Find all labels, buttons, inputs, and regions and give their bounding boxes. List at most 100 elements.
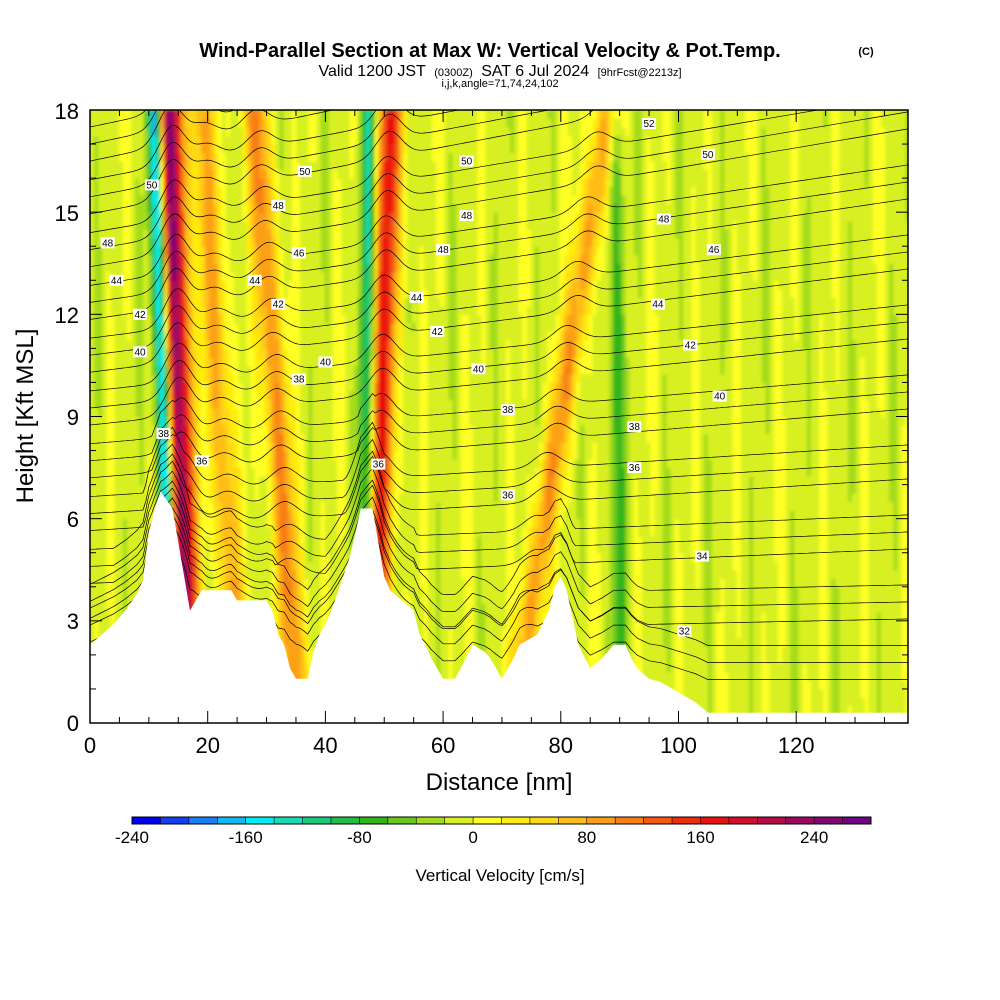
velocity-cell: [98, 527, 103, 537]
velocity-cell: [127, 425, 132, 435]
velocity-cell: [320, 518, 326, 528]
velocity-cell: [246, 229, 252, 239]
velocity-cell: [143, 425, 149, 435]
velocity-cell: [230, 280, 235, 290]
velocity-cell: [353, 246, 359, 256]
velocity-cell: [168, 161, 173, 171]
velocity-cell: [341, 246, 346, 256]
velocity-cell: [258, 254, 264, 264]
velocity-cell: [131, 501, 136, 511]
velocity-cell: [295, 484, 301, 494]
velocity-cell: [366, 186, 371, 196]
velocity-cell: [201, 416, 206, 426]
velocity-cell: [258, 127, 264, 137]
velocity-cell: [201, 527, 206, 537]
velocity-cell: [131, 467, 136, 477]
velocity-cell: [135, 237, 141, 247]
velocity-cell: [230, 161, 235, 171]
velocity-cell: [217, 186, 223, 196]
velocity-cell: [279, 195, 285, 205]
velocity-cell: [312, 586, 318, 596]
velocity-cell: [217, 280, 223, 290]
velocity-cell: [295, 254, 301, 264]
velocity-cell: [98, 365, 103, 375]
velocity-cell: [353, 280, 359, 290]
velocity-cell: [94, 263, 99, 273]
velocity-cell: [316, 365, 322, 375]
velocity-cell: [209, 501, 215, 511]
velocity-cell: [271, 476, 276, 486]
velocity-cell: [209, 348, 215, 358]
velocity-cell: [341, 203, 346, 213]
velocity-cell: [110, 510, 116, 520]
velocity-cell: [205, 237, 211, 247]
velocity-cell: [110, 535, 116, 545]
velocity-cell: [151, 186, 157, 196]
velocity-cell: [205, 144, 211, 154]
velocity-cell: [316, 110, 322, 120]
velocity-cell: [139, 339, 145, 349]
velocity-cell: [139, 229, 145, 239]
velocity-cell: [98, 356, 103, 367]
velocity-cell: [106, 450, 112, 460]
velocity-cell: [258, 501, 264, 511]
velocity-cell: [192, 501, 198, 511]
velocity-cell: [143, 442, 149, 452]
velocity-cell: [275, 348, 281, 358]
velocity-cell: [271, 212, 276, 222]
velocity-cell: [370, 254, 375, 264]
velocity-cell: [184, 339, 190, 349]
velocity-cell: [94, 535, 99, 545]
velocity-cell: [209, 322, 215, 332]
velocity-cell: [213, 535, 219, 545]
velocity-cell: [213, 203, 219, 213]
velocity-cell: [135, 288, 141, 298]
velocity-cell: [139, 220, 145, 230]
velocity-cell: [328, 425, 334, 435]
velocity-cell: [180, 544, 186, 554]
velocity-cell: [139, 416, 145, 426]
velocity-cell: [250, 246, 256, 256]
velocity-cell: [316, 442, 322, 452]
velocity-cell: [267, 118, 272, 128]
velocity-cell: [291, 561, 297, 571]
velocity-cell: [333, 356, 338, 367]
velocity-cell: [287, 229, 293, 239]
velocity-cell: [312, 476, 318, 486]
velocity-cell: [263, 237, 268, 247]
velocity-cell: [279, 629, 285, 639]
velocity-cell: [192, 484, 198, 494]
velocity-cell: [225, 433, 231, 443]
velocity-cell: [155, 476, 161, 486]
velocity-cell: [205, 297, 211, 307]
velocity-cell: [102, 280, 108, 290]
velocity-cell: [234, 356, 239, 367]
velocity-cell: [230, 118, 235, 128]
velocity-cell: [320, 195, 326, 205]
velocity-cell: [316, 493, 322, 503]
velocity-cell: [184, 476, 190, 486]
velocity-cell: [287, 135, 293, 145]
velocity-cell: [217, 510, 223, 520]
velocity-cell: [283, 118, 289, 128]
velocity-cell: [279, 212, 285, 222]
velocity-cell: [225, 161, 231, 171]
velocity-cell: [197, 220, 202, 230]
velocity-cell: [324, 416, 330, 426]
velocity-cell: [304, 586, 309, 596]
velocity-cell: [300, 425, 305, 435]
velocity-cell: [337, 212, 342, 222]
velocity-cell: [308, 527, 314, 537]
velocity-cell: [263, 195, 268, 205]
velocity-cell: [90, 467, 95, 477]
velocity-cell: [361, 280, 367, 290]
velocity-cell: [308, 161, 314, 171]
velocity-cell: [324, 144, 330, 154]
velocity-cell: [102, 288, 108, 298]
velocity-cell: [267, 152, 272, 162]
velocity-cell: [118, 501, 124, 511]
velocity-cell: [316, 220, 322, 230]
velocity-cell: [320, 297, 326, 307]
velocity-cell: [217, 152, 223, 162]
velocity-cell: [135, 527, 141, 537]
